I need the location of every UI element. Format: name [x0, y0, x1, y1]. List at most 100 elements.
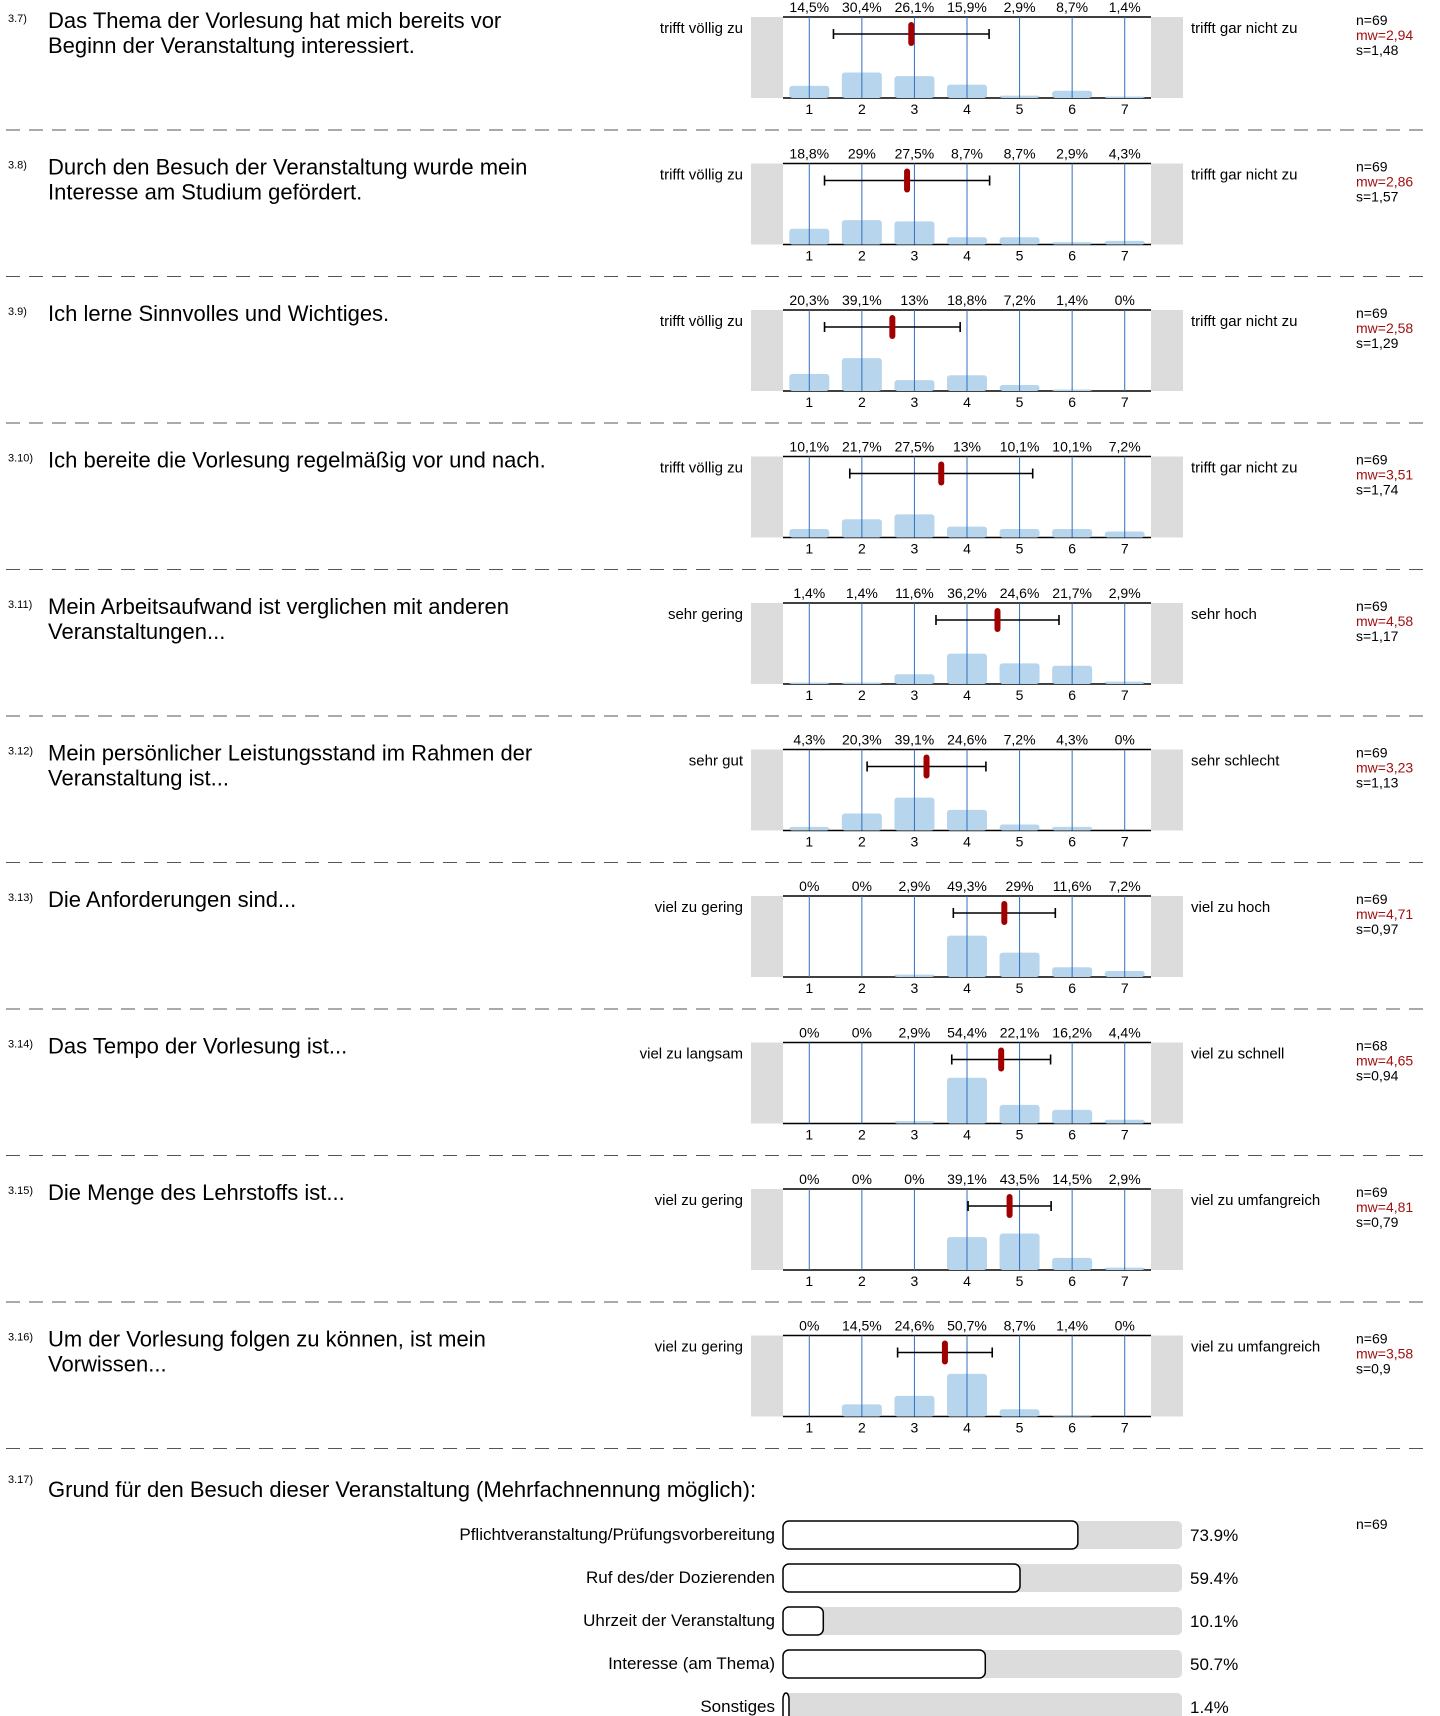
question-number: 3.17)	[8, 1474, 33, 1486]
scale-right-label: viel zu umfangreich	[1191, 1339, 1320, 1356]
scale-tick-label: 7	[1121, 101, 1129, 117]
question-number: 3.16)	[8, 1332, 33, 1344]
option-label: Sonstiges	[700, 1697, 775, 1716]
percent-label: 24,6%	[895, 1318, 935, 1334]
stat-n: n=69	[1356, 1331, 1388, 1347]
percent-label: 2,9%	[1004, 0, 1036, 15]
scale-right-label: trifft gar nicht zu	[1191, 167, 1297, 184]
scale-side-right	[1151, 1335, 1183, 1417]
scale-tick-label: 4	[963, 541, 971, 557]
scale-tick-label: 4	[963, 101, 971, 117]
scale-tick-label: 3	[911, 834, 919, 850]
stat-mean: mw=2,86	[1356, 174, 1413, 190]
mean-marker	[938, 461, 945, 486]
scale-left-label: viel zu gering	[655, 1339, 743, 1356]
stat-n: n=69	[1356, 305, 1388, 321]
scale-tick-label: 2	[858, 394, 866, 410]
percent-label: 24,6%	[947, 732, 987, 748]
mean-marker	[1006, 1194, 1013, 1218]
scale-tick-label: 4	[963, 1420, 971, 1436]
scale-tick-label: 7	[1121, 1273, 1129, 1289]
scale-tick-label: 4	[963, 687, 971, 703]
mean-marker	[889, 315, 896, 339]
question-block: 3.13) Die Anforderungen sind... viel zu ge…	[6, 878, 1432, 1010]
question-number: 3.12)	[8, 746, 33, 758]
percent-label: 29%	[1006, 878, 1034, 894]
percent-label: 0%	[799, 1171, 819, 1187]
stat-n: n=69	[1356, 159, 1388, 175]
scale-tick-label: 2	[858, 1420, 866, 1436]
percent-label: 2,9%	[1109, 585, 1141, 601]
question-text: Das Tempo der Vorlesung ist...	[48, 1034, 347, 1059]
multi-choice-block: 3.17) Grund für den Besuch dieser Veranst…	[8, 1474, 1388, 1716]
scale-side-left	[751, 456, 783, 538]
stat-mean: mw=3,23	[1356, 760, 1413, 776]
scale-side-right	[1151, 1189, 1183, 1270]
question-text: Die Menge des Lehrstoffs ist...	[48, 1180, 345, 1205]
option-bar-track	[783, 1693, 1182, 1716]
scale-tick-label: 4	[963, 248, 971, 264]
scale-side-right	[1151, 749, 1183, 831]
question-number: 3.7)	[8, 13, 27, 25]
scale-right-label: sehr schlecht	[1191, 753, 1280, 770]
percent-label: 1,4%	[1109, 0, 1141, 15]
stat-sd: s=1,17	[1356, 628, 1399, 644]
scale-tick-label: 7	[1121, 541, 1129, 557]
scale-left-label: trifft völlig zu	[660, 460, 743, 477]
scale-tick-label: 2	[858, 1273, 866, 1289]
percent-label: 29%	[848, 146, 876, 162]
percent-label: 0%	[852, 878, 872, 894]
question-block: 3.9) Ich lerne Sinnvolles und Wichtiges. t…	[6, 292, 1432, 424]
mean-marker	[994, 608, 1001, 632]
question-text: Veranstaltungen...	[48, 619, 225, 644]
percent-label: 0%	[1115, 732, 1135, 748]
percent-label: 14,5%	[842, 1318, 882, 1334]
stat-mean: mw=4,65	[1356, 1053, 1413, 1069]
option-bar-fill	[782, 1606, 825, 1636]
scale-left-label: sehr gut	[689, 753, 744, 770]
question-text: Ich lerne Sinnvolles und Wichtiges.	[48, 301, 389, 326]
scale-side-right	[1151, 896, 1183, 977]
scale-side-left	[751, 1189, 783, 1270]
scale-tick-label: 2	[858, 101, 866, 117]
question-block: 3.7) Das Thema der Vorlesung hat mich ber…	[6, 0, 1432, 131]
scale-side-left	[751, 163, 783, 245]
scale-tick-label: 2	[858, 1127, 866, 1143]
scale-tick-label: 7	[1121, 834, 1129, 850]
scale-tick-label: 5	[1016, 1127, 1024, 1143]
percent-label: 10,1%	[1052, 439, 1092, 455]
stat-n: n=69	[1356, 745, 1388, 761]
percent-label: 4,3%	[1109, 146, 1141, 162]
scale-tick-label: 3	[911, 687, 919, 703]
stat-mean: mw=3,51	[1356, 467, 1413, 483]
percent-label: 21,7%	[842, 439, 882, 455]
question-number: 3.9)	[8, 306, 27, 318]
percent-label: 2,9%	[898, 1025, 930, 1041]
mean-marker	[998, 1047, 1005, 1072]
scale-tick-label: 1	[805, 248, 813, 264]
scale-side-right	[1151, 163, 1183, 245]
scale-tick-label: 3	[911, 1127, 919, 1143]
question-block: 3.12) Mein persönlicher Leistungsstand im…	[6, 732, 1432, 863]
question-text: Interesse am Studium gefördert.	[48, 180, 362, 205]
percent-label: 2,9%	[1109, 1171, 1141, 1187]
scale-tick-label: 7	[1121, 394, 1129, 410]
scale-left-label: viel zu gering	[655, 1192, 743, 1209]
scale-tick-label: 6	[1068, 394, 1076, 410]
scale-tick-label: 6	[1068, 541, 1076, 557]
percent-label: 7,2%	[1109, 439, 1141, 455]
scale-tick-label: 6	[1068, 1273, 1076, 1289]
scale-tick-label: 7	[1121, 1420, 1129, 1436]
question-block: 3.16) Um der Vorlesung folgen zu können, …	[6, 1318, 1432, 1449]
scale-tick-label: 2	[858, 834, 866, 850]
percent-label: 0%	[852, 1025, 872, 1041]
scale-side-right	[1151, 17, 1183, 98]
percent-label: 20,3%	[842, 732, 882, 748]
mean-marker	[904, 168, 911, 193]
scale-side-left	[751, 603, 783, 684]
stat-n: n=69	[1356, 598, 1388, 614]
question-text: Mein Arbeitsaufwand ist verglichen mit a…	[48, 594, 509, 619]
mean-marker	[923, 754, 930, 779]
scale-left-label: trifft völlig zu	[660, 313, 743, 330]
percent-label: 4,4%	[1109, 1025, 1141, 1041]
